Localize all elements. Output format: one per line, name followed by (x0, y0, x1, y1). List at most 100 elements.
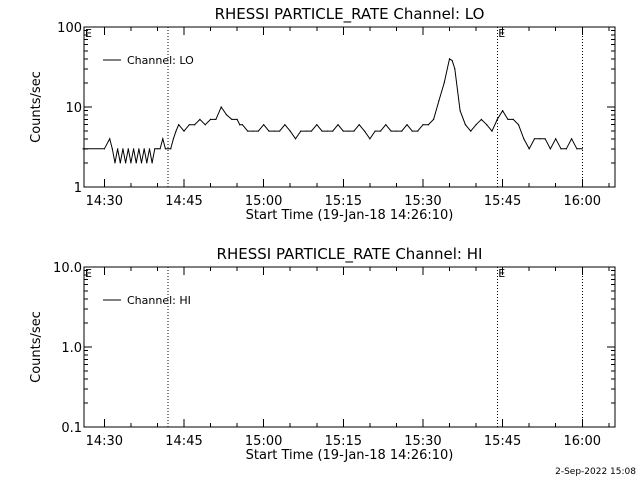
data-point (417, 130, 419, 132)
x-tick-label: 15:45 (484, 194, 521, 209)
data-point (470, 130, 472, 132)
data-point (124, 162, 127, 164)
data-point (305, 130, 307, 132)
data-point (358, 124, 360, 126)
data-point (111, 148, 113, 150)
data-point (571, 138, 573, 140)
data-point (438, 100, 440, 102)
data-point (475, 124, 477, 126)
data-point (167, 148, 169, 150)
data-point (454, 68, 456, 70)
data-point (316, 124, 318, 126)
x-tick-label: 15:00 (245, 194, 282, 209)
x-tick-label: 16:00 (564, 194, 601, 209)
data-point (517, 124, 520, 126)
data-point (363, 130, 366, 132)
data-point (138, 148, 140, 150)
data-point (156, 148, 159, 150)
data-point (576, 148, 578, 150)
data-point (135, 162, 137, 164)
data-point (406, 124, 408, 126)
data-point (162, 138, 164, 140)
x-tick-label: 14:30 (86, 434, 123, 449)
data-point (502, 110, 504, 112)
data-point (560, 148, 562, 150)
y-tick-label: 1 (74, 181, 82, 196)
data-point (103, 148, 105, 150)
chart-title: RHESSI PARTICLE_RATE Channel: LO (215, 5, 485, 24)
data-point (369, 138, 371, 140)
data-point (353, 130, 355, 132)
data-point (132, 148, 135, 150)
data-point (395, 130, 398, 132)
data-point (321, 130, 323, 132)
x-tick-label: 16:00 (564, 434, 601, 449)
plot-frame (83, 266, 616, 428)
data-point (239, 124, 241, 126)
data-point (183, 130, 185, 132)
data-point (117, 148, 119, 150)
data-point (199, 118, 201, 120)
data-point (443, 82, 445, 84)
data-point (220, 106, 222, 108)
data-point (236, 118, 238, 120)
data-point (82, 148, 84, 150)
x-tick-label: 15:15 (325, 434, 362, 449)
x-tick-label: 15:00 (245, 434, 282, 449)
data-point (512, 118, 514, 120)
data-point (374, 130, 376, 132)
x-tick-label: 14:30 (86, 194, 123, 209)
data-point (268, 130, 270, 132)
data-point (263, 124, 265, 126)
data-point (159, 148, 161, 150)
data-point (148, 148, 151, 150)
data-point (523, 138, 525, 140)
data-point (164, 148, 167, 150)
data-point (257, 130, 259, 132)
marker-e-label: E (85, 27, 92, 40)
data-point (252, 130, 254, 132)
data-point (172, 138, 174, 140)
chart-panel-1: RHESSI PARTICLE_RATE Channel: LO 1 10 100 14… (29, 5, 616, 223)
x-tick-label: 15:45 (484, 434, 521, 449)
data-point (109, 138, 111, 140)
marker-e-label: E (498, 27, 505, 40)
data-point (549, 148, 551, 150)
data-point (225, 114, 228, 116)
plot-frame (83, 26, 616, 188)
y-tick-label: 1.0 (61, 341, 82, 356)
x-tick-label: 14:45 (165, 434, 202, 449)
data-point (555, 138, 557, 140)
data-point (151, 162, 153, 164)
legend-label: Channel: HI (127, 294, 191, 307)
data-point (491, 130, 493, 132)
data-point (533, 138, 536, 140)
data-point (451, 60, 453, 62)
y-axis-label: Counts/sec (29, 311, 44, 383)
y-tick-label: 100 (57, 21, 82, 36)
data-point (188, 124, 190, 126)
y-tick-label: 10.0 (53, 261, 82, 276)
data-point (209, 118, 212, 120)
y-tick-label: 0.1 (61, 421, 82, 436)
x-tick-label: 15:30 (404, 434, 441, 449)
data-point (146, 162, 148, 164)
data-point (422, 124, 424, 126)
data-point (289, 130, 291, 132)
data-point (143, 148, 145, 150)
data-point (432, 118, 435, 120)
data-point (565, 148, 567, 150)
data-point (459, 110, 461, 112)
data-point (194, 124, 196, 126)
data-point (310, 130, 313, 132)
data-point (154, 148, 156, 150)
x-axis-label: Start Time (19-Jan-18 14:26:10) (246, 448, 454, 463)
x-tick-label: 15:15 (325, 194, 362, 209)
data-point (278, 130, 281, 132)
data-point (241, 124, 244, 126)
data-point (204, 124, 206, 126)
marker-e-label: E (498, 267, 505, 280)
data-point (119, 162, 121, 164)
data-point (486, 124, 488, 126)
data-point (539, 138, 541, 140)
